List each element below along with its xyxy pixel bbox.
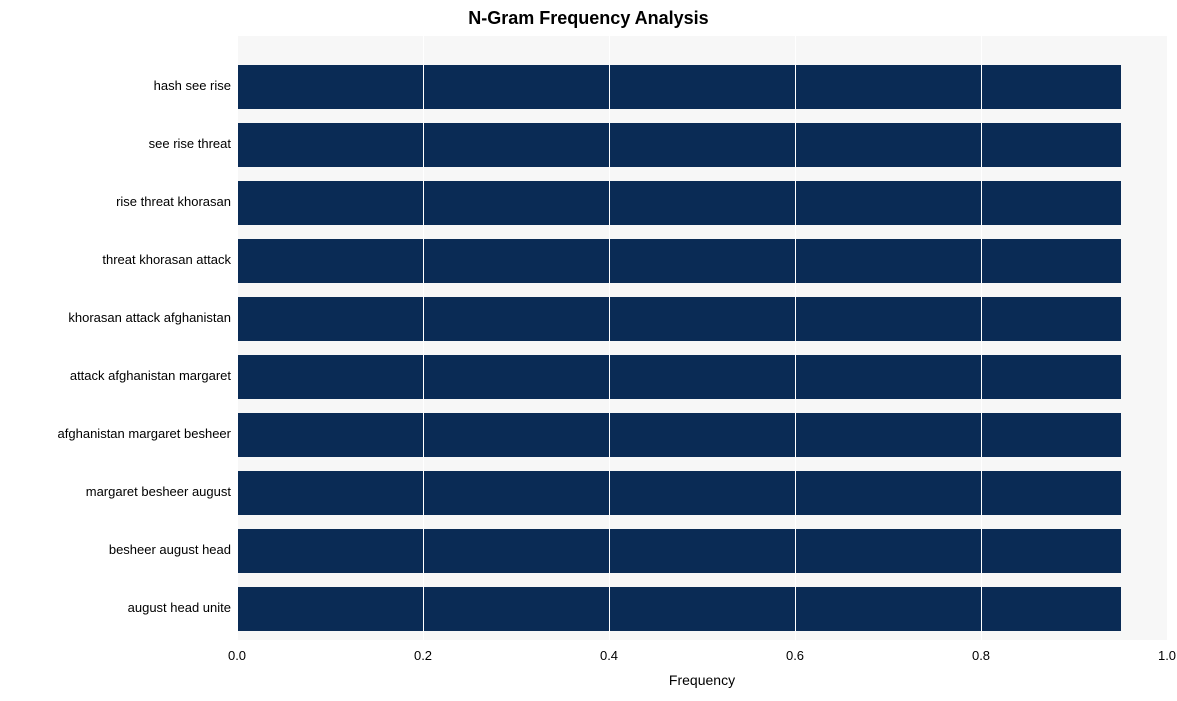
y-tick-label: afghanistan margaret besheer (0, 426, 231, 441)
bar-row (237, 355, 1167, 399)
bar (237, 181, 1121, 225)
bars-container (237, 36, 1167, 640)
y-tick-label: besheer august head (0, 542, 231, 557)
bar-row (237, 123, 1167, 167)
bar (237, 413, 1121, 457)
bar (237, 65, 1121, 109)
bar (237, 587, 1121, 631)
bar-row (237, 587, 1167, 631)
bar-row (237, 297, 1167, 341)
gridline (795, 36, 796, 640)
bar (237, 529, 1121, 573)
bar-row (237, 529, 1167, 573)
y-tick-label: attack afghanistan margaret (0, 368, 231, 383)
bar (237, 239, 1121, 283)
bar (237, 123, 1121, 167)
gridline (1167, 36, 1168, 640)
bar-row (237, 239, 1167, 283)
x-tick-label: 0.8 (972, 648, 990, 663)
x-tick-label: 1.0 (1158, 648, 1176, 663)
bar-row (237, 413, 1167, 457)
x-axis-label: Frequency (237, 672, 1167, 688)
y-tick-label: margaret besheer august (0, 484, 231, 499)
x-tick-label: 0.4 (600, 648, 618, 663)
x-tick-label: 0.6 (786, 648, 804, 663)
gridline (981, 36, 982, 640)
gridline (609, 36, 610, 640)
gridline (237, 36, 238, 640)
x-tick-label: 0.0 (228, 648, 246, 663)
gridline (423, 36, 424, 640)
y-tick-label: hash see rise (0, 78, 231, 93)
x-tick-label: 0.2 (414, 648, 432, 663)
bar (237, 355, 1121, 399)
y-tick-label: threat khorasan attack (0, 252, 231, 267)
y-tick-label: khorasan attack afghanistan (0, 310, 231, 325)
y-tick-label: see rise threat (0, 136, 231, 151)
plot-area (237, 36, 1167, 640)
ngram-frequency-chart: N-Gram Frequency Analysis Frequency 0.0 0… (0, 0, 1177, 701)
y-tick-label: rise threat khorasan (0, 194, 231, 209)
y-tick-label: august head unite (0, 600, 231, 615)
bar (237, 297, 1121, 341)
bar (237, 471, 1121, 515)
chart-title: N-Gram Frequency Analysis (0, 8, 1177, 29)
bar-row (237, 471, 1167, 515)
bar-row (237, 181, 1167, 225)
bar-row (237, 65, 1167, 109)
